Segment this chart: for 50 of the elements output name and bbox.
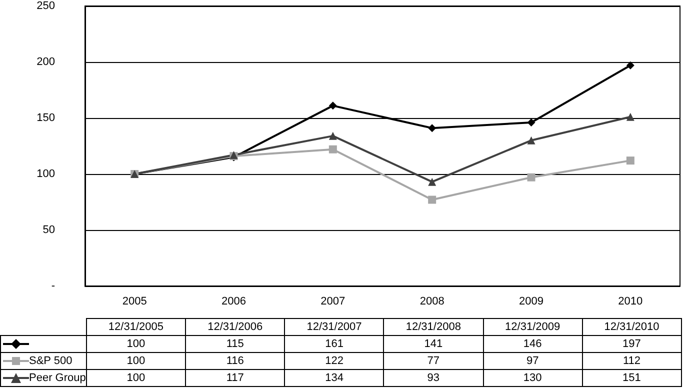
text: 12/31/2005 [86,318,186,336]
data-label: 93 [384,370,483,386]
data-label: 117 [186,370,285,386]
text: 12/31/2010 [582,318,682,336]
data-label: 77 [384,352,483,370]
point [527,136,536,144]
point [428,178,436,186]
data-label: 115 [186,336,285,352]
point [626,61,634,70]
legend-label: Peer Group [29,372,86,384]
point [328,132,337,140]
data-label: 161 [284,336,384,352]
point [428,124,436,132]
data-label: 141 [384,336,483,352]
data-label: 112 [582,352,682,370]
y-tick-label: 250 [36,0,55,12]
text: 12/31/2006 [186,318,285,336]
point [626,156,634,165]
legend-label: S&P 500 [29,355,72,367]
y-tick-label: 150 [36,112,55,124]
text: 12/31/2007 [284,318,384,336]
text: 12/31/2008 [384,318,483,336]
x-tick-label: 2008 [420,296,444,308]
data-label: 100 [86,336,186,352]
data-label: 97 [483,352,582,370]
data-label: 146 [483,336,582,352]
data-label: 197 [582,336,682,352]
point [328,102,337,110]
point [527,118,536,126]
x-tick-label: 2006 [222,296,246,308]
data-label: 151 [582,370,682,386]
data-label: 100 [86,370,186,386]
point [328,145,337,154]
x-tick-label: 2010 [618,296,643,308]
y-tick-label: 100 [36,168,55,180]
data-label: 134 [284,370,384,386]
data-label: 116 [186,352,285,370]
point [428,196,436,204]
point [527,173,536,182]
y-tick-label: - [51,280,56,292]
x-tick-label: 2009 [519,296,544,308]
data-label: 130 [483,370,582,386]
y-tick-label: 50 [42,224,55,236]
data-label: 100 [86,352,186,370]
point [626,112,634,121]
data-label: 122 [284,352,384,370]
x-tick-label: 2005 [122,296,147,308]
x-tick-label: 2007 [320,296,346,308]
text: 12/31/2009 [483,318,582,336]
y-tick-label: 200 [36,56,55,68]
